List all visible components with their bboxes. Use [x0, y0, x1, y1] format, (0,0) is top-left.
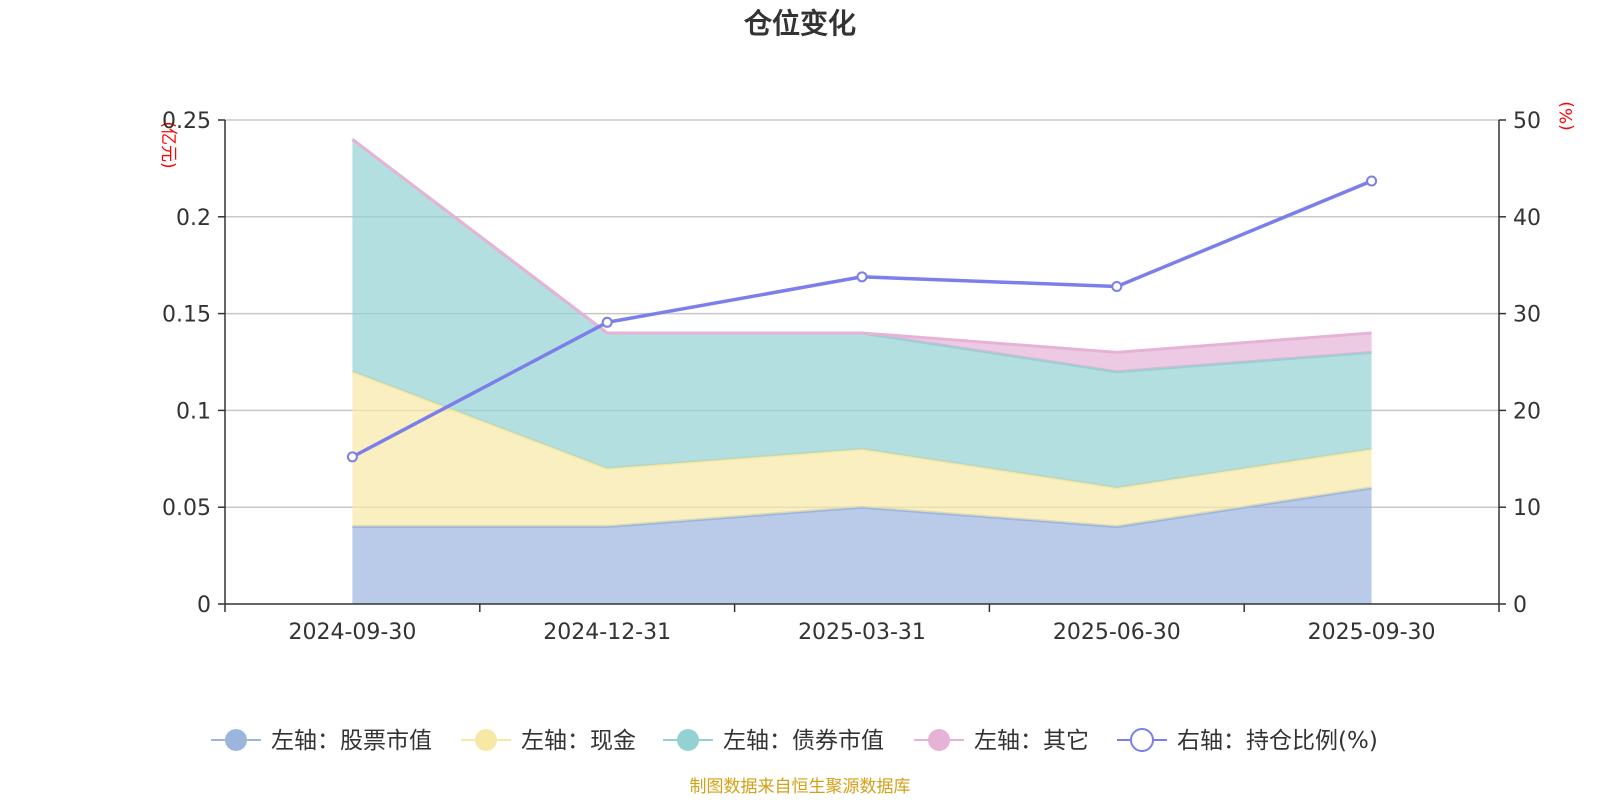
line-point [346, 451, 358, 463]
x-tick-label: 2025-06-30 [1053, 620, 1181, 645]
right-tick-label: 10 [1513, 496, 1541, 521]
left-tick-label: 0.1 [176, 399, 211, 424]
stacked-areas [351, 138, 1372, 604]
area-series-1 [352, 487, 1372, 604]
left-axis-unit: (亿元) [158, 121, 178, 168]
line-point [1366, 175, 1378, 187]
legend-label: 右轴：持仓比例(%) [1177, 728, 1378, 754]
legend-marker [225, 729, 247, 751]
legend-label: 左轴：现金 [521, 728, 636, 754]
axes: 0 0 0.05 10 0.1 20 0.15 30 0.2 40 0.25 50 2024-09-30… [162, 109, 1541, 645]
left-tick-label: 0.2 [176, 206, 211, 231]
right-tick-label: 50 [1513, 109, 1541, 134]
right-tick-label: 0 [1513, 593, 1527, 618]
line-point [856, 271, 868, 283]
legend-label: 左轴：其它 [974, 728, 1089, 754]
left-tick-label: 0.25 [162, 109, 211, 134]
chart-title: 仓位变化 [744, 7, 856, 40]
legend-label: 左轴：债券市值 [723, 728, 884, 754]
line-point [601, 316, 613, 328]
source-note: 制图数据来自恒生聚源数据库 [690, 777, 911, 797]
legend-marker [475, 729, 497, 751]
right-axis-unit: (%) [1557, 101, 1577, 130]
right-tick-label: 30 [1513, 303, 1541, 328]
x-tick-label: 2025-09-30 [1308, 620, 1436, 645]
left-tick-label: 0 [197, 593, 211, 618]
x-tick-label: 2025-03-31 [798, 620, 926, 645]
x-tick-label: 2024-12-31 [543, 620, 671, 645]
area-edge-series-4 [351, 138, 1372, 354]
line-point [1111, 280, 1123, 292]
right-tick-label: 40 [1513, 206, 1541, 231]
left-tick-label: 0.05 [162, 496, 211, 521]
legend-marker [928, 729, 950, 751]
legend-label: 左轴：股票市值 [271, 728, 432, 754]
x-tick-label: 2024-09-30 [288, 620, 416, 645]
legend: 左轴：股票市值 左轴：现金 左轴：债券市值 左轴：其它 右轴：持仓比例(%) [211, 728, 1378, 754]
legend-marker [1130, 728, 1154, 752]
area-series-4 [352, 139, 1372, 372]
left-tick-label: 0.15 [162, 303, 211, 328]
position-ratio-line [346, 175, 1378, 463]
legend-marker [677, 729, 699, 751]
area-series-3 [352, 139, 1372, 488]
right-tick-label: 20 [1513, 399, 1541, 424]
